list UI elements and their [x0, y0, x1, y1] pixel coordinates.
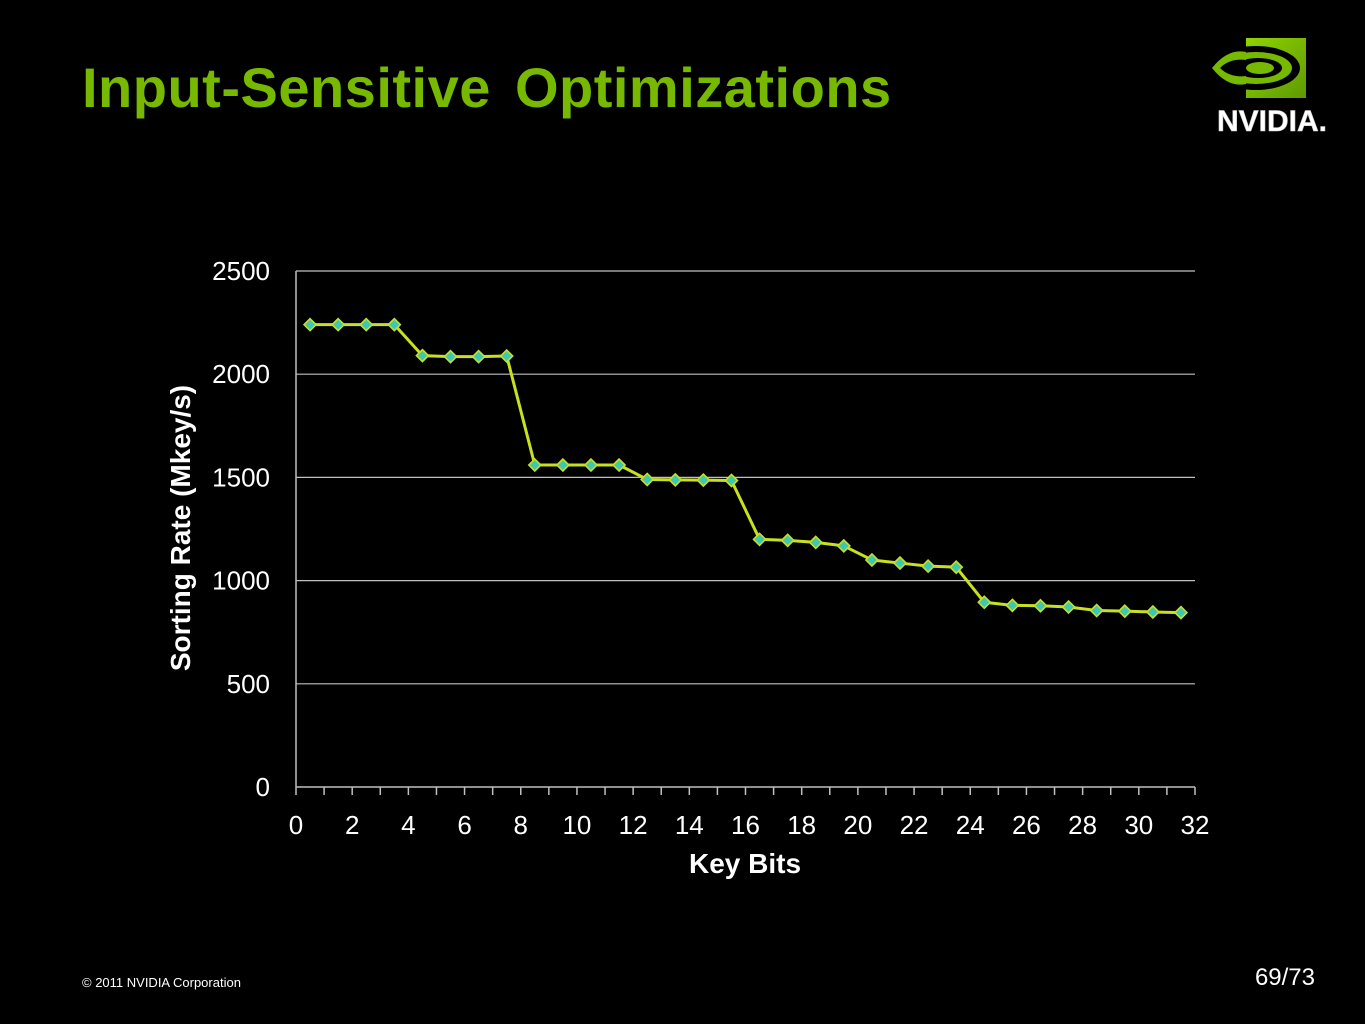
page-number: 69/73: [1254, 964, 1315, 991]
data-point: [331, 317, 346, 332]
series-layer: [310, 323, 1181, 615]
y-tick-label: 1500: [212, 462, 270, 492]
data-point: [696, 472, 711, 488]
x-tick-label: 6: [457, 810, 471, 840]
data-point: [471, 349, 486, 364]
data-point: [415, 348, 430, 363]
x-tick-label: 10: [562, 810, 591, 840]
data-point: [724, 473, 739, 488]
nvidia-logo: NVIDIA.: [1202, 38, 1327, 138]
x-tick-label: 8: [514, 810, 528, 840]
data-point: [752, 532, 767, 547]
data-point: [1089, 603, 1104, 618]
x-tick-label: 4: [401, 810, 415, 840]
x-tick-label: 24: [956, 810, 985, 840]
data-point: [780, 533, 795, 548]
x-tick-label: 20: [843, 810, 872, 840]
x-tick-label: 28: [1068, 810, 1097, 840]
x-tick-label: 26: [1012, 810, 1041, 840]
data-point: [949, 560, 964, 575]
copyright-notice: © 2011 NVIDIA Corporation: [82, 975, 241, 990]
x-axis-label: Key Bits: [689, 848, 801, 879]
markers: [302, 317, 1189, 620]
y-tick-label: 500: [227, 669, 270, 699]
x-tick-label: 18: [787, 810, 816, 840]
y-tick-label: 2500: [212, 256, 270, 286]
data-point: [668, 472, 683, 488]
y-tick-label: 0: [256, 772, 270, 802]
data-point: [864, 552, 880, 568]
data-point: [892, 555, 908, 571]
nvidia-eye-icon: [1202, 38, 1306, 98]
x-tick-label: 14: [675, 810, 704, 840]
data-point: [1173, 605, 1189, 620]
x-tick-label: 22: [900, 810, 929, 840]
data-point: [583, 457, 599, 473]
data-point: [1005, 598, 1020, 613]
data-point: [443, 349, 458, 364]
x-tick-label: 12: [619, 810, 648, 840]
x-tick-labels: 0 2 4 6 8 10 12 14 16 18 20 22 24 26 28 30 32: [289, 810, 1210, 840]
data-point: [1145, 604, 1160, 620]
y-tick-labels: 0 500 1000 1500 2000 2500: [212, 256, 270, 802]
data-point: [611, 457, 627, 473]
x-tick-label: 32: [1181, 810, 1210, 840]
y-tick-label: 2000: [212, 359, 270, 389]
data-point: [808, 535, 823, 550]
data-point: [1117, 604, 1132, 619]
slide-title: Input-Sensitive Optimizations: [82, 56, 892, 119]
data-point: [527, 457, 542, 473]
x-tick-label: 2: [345, 810, 359, 840]
y-tick-label: 1000: [212, 566, 270, 596]
data-point: [977, 595, 992, 610]
data-point: [920, 559, 936, 574]
series-line: [310, 323, 1181, 615]
data-point: [1033, 598, 1048, 613]
data-point: [640, 472, 655, 487]
data-point: [836, 538, 851, 554]
x-tick-label: 16: [731, 810, 760, 840]
axes: [295, 271, 1196, 795]
data-point: [302, 317, 318, 332]
nvidia-wordmark: NVIDIA.: [1217, 105, 1327, 138]
x-tick-label: 30: [1124, 810, 1153, 840]
y-axis-label: Sorting Rate (Mkey/s): [165, 385, 196, 671]
data-point: [499, 348, 514, 364]
data-point: [387, 317, 402, 332]
data-point: [359, 317, 374, 332]
data-point: [555, 457, 571, 473]
x-tick-label: 0: [289, 810, 303, 840]
gridlines: [296, 270, 1195, 685]
data-point: [1061, 599, 1076, 615]
